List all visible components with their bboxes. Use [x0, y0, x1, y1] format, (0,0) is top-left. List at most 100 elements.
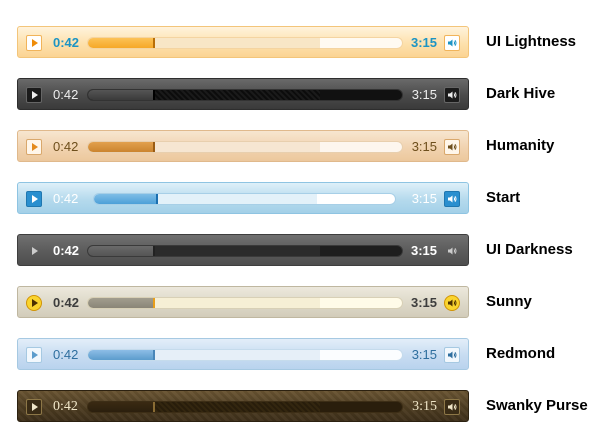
duration-time: 3:15	[410, 35, 437, 50]
current-time: 0:42	[53, 243, 80, 258]
progress-fill	[88, 298, 154, 308]
play-icon	[32, 39, 38, 47]
theme-name: Sunny	[486, 293, 532, 310]
play-icon	[32, 299, 38, 307]
theme-name: Humanity	[486, 137, 555, 154]
seek-handle[interactable]	[152, 246, 155, 256]
volume-button[interactable]	[444, 399, 460, 415]
speaker-icon	[447, 194, 457, 204]
current-time: 0:42	[53, 295, 80, 310]
seek-slider[interactable]	[87, 37, 403, 49]
volume-button[interactable]	[444, 35, 460, 51]
audio-player: 0:42 3:15	[17, 286, 469, 318]
audio-player: 0:42 3:15	[17, 78, 469, 110]
progress-fill	[88, 90, 154, 100]
audio-player: 0:42 3:15	[17, 26, 469, 58]
seek-handle[interactable]	[152, 350, 155, 360]
player-row-dark-hive: 0:42 3:15 Dark Hive	[0, 78, 606, 112]
speaker-icon	[447, 90, 457, 100]
seek-handle[interactable]	[152, 298, 155, 308]
audio-player: 0:42 3:15	[17, 338, 469, 370]
speaker-icon	[447, 246, 457, 256]
duration-time: 3:15	[410, 243, 437, 258]
player-row-ui-darkness: 0:42 3:15 UI Darkness	[0, 234, 606, 268]
play-button[interactable]	[26, 139, 42, 155]
play-button[interactable]	[26, 243, 42, 259]
player-row-start: 0:42 3:15 Start	[0, 182, 606, 216]
play-icon	[32, 91, 38, 99]
speaker-icon	[447, 38, 457, 48]
player-row-sunny: 0:42 3:15 Sunny	[0, 286, 606, 320]
player-row-swanky-purse: 0:42 3:15 Swanky Purse	[0, 390, 606, 424]
buffered-range	[88, 90, 321, 100]
play-button[interactable]	[26, 35, 42, 51]
seek-slider[interactable]	[87, 89, 403, 101]
volume-button[interactable]	[444, 295, 460, 311]
play-button[interactable]	[26, 347, 42, 363]
theme-name: UI Darkness	[486, 241, 573, 258]
progress-fill	[88, 38, 154, 48]
speaker-icon	[447, 402, 457, 412]
seek-handle[interactable]	[152, 38, 155, 48]
seek-handle[interactable]	[156, 194, 159, 204]
buffered-range	[88, 350, 321, 360]
seek-handle[interactable]	[152, 90, 155, 100]
current-time: 0:42	[53, 87, 79, 102]
theme-name: UI Lightness	[486, 33, 577, 50]
duration-time: 3:15	[411, 87, 437, 102]
current-time: 0:42	[53, 347, 79, 362]
duration-time: 3:15	[411, 139, 437, 154]
audio-player: 0:42 3:15	[17, 234, 469, 266]
buffered-range	[94, 194, 317, 204]
player-row-humanity: 0:42 3:15 Humanity	[0, 130, 606, 164]
theme-name: Swanky Purse	[486, 397, 588, 414]
volume-button[interactable]	[444, 191, 460, 207]
speaker-icon	[447, 350, 457, 360]
current-time: 0:42	[53, 139, 79, 154]
seek-slider[interactable]	[93, 193, 396, 205]
buffered-range	[88, 38, 321, 48]
play-icon	[32, 247, 38, 255]
seek-slider[interactable]	[87, 141, 403, 153]
audio-player: 0:42 3:15	[17, 390, 469, 422]
buffered-range	[88, 298, 321, 308]
volume-button[interactable]	[444, 347, 460, 363]
play-button[interactable]	[26, 87, 42, 103]
progress-fill	[88, 350, 154, 360]
theme-name: Redmond	[486, 345, 556, 362]
progress-fill	[88, 142, 154, 152]
buffered-range	[88, 246, 321, 256]
play-icon	[32, 143, 38, 151]
current-time: 0:42	[53, 399, 78, 414]
theme-name: Start	[486, 189, 521, 206]
play-icon	[32, 403, 38, 411]
play-icon	[32, 351, 38, 359]
speaker-icon	[447, 142, 457, 152]
current-time: 0:42	[53, 191, 79, 206]
progress-fill	[88, 402, 154, 412]
progress-fill	[94, 194, 158, 204]
play-icon	[32, 195, 38, 203]
volume-button[interactable]	[444, 243, 460, 259]
buffered-range	[88, 142, 321, 152]
seek-slider[interactable]	[87, 245, 403, 257]
player-row-redmond: 0:42 3:15 Redmond	[0, 338, 606, 372]
duration-time: 3:15	[410, 295, 437, 310]
seek-slider[interactable]	[87, 401, 403, 413]
player-row-ui-lightness: 0:42 3:15 UI Lightness	[0, 26, 606, 60]
play-button[interactable]	[26, 399, 42, 415]
duration-time: 3:15	[412, 399, 437, 414]
speaker-icon	[447, 298, 457, 308]
duration-time: 3:15	[411, 191, 437, 206]
progress-fill	[88, 246, 154, 256]
seek-slider[interactable]	[87, 297, 403, 309]
play-button[interactable]	[26, 295, 42, 311]
volume-button[interactable]	[444, 139, 460, 155]
seek-handle[interactable]	[152, 142, 155, 152]
buffered-range	[88, 402, 321, 412]
volume-button[interactable]	[444, 87, 460, 103]
seek-slider[interactable]	[87, 349, 403, 361]
seek-handle[interactable]	[152, 402, 155, 412]
play-button[interactable]	[26, 191, 42, 207]
theme-name: Dark Hive	[486, 85, 556, 102]
